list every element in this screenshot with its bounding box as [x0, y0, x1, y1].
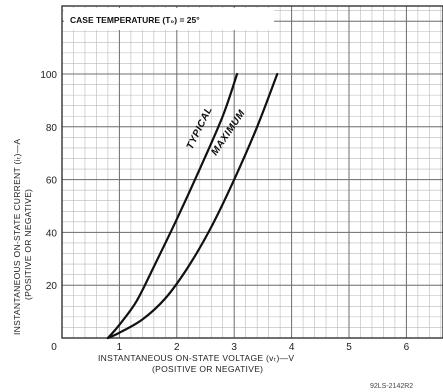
plot-frame [61, 5, 443, 339]
x-tick-label: 0 [51, 342, 57, 353]
y-axis-title: INSTANTANEOUS ON-STATE CURRENT (iₜ)—A [12, 138, 22, 335]
y-tick-label: 40 [46, 228, 58, 239]
series-line-typical [106, 72, 239, 340]
annotation-text: CASE TEMPERATURE (T₀) = 25° [70, 15, 200, 25]
x-tick-label: 5 [346, 342, 352, 353]
figure-reference: 92LS-2142R2 [370, 383, 413, 390]
y-tick-label: 100 [40, 70, 57, 81]
x-tick-label: 4 [289, 342, 295, 353]
y-tick-label: 80 [46, 123, 58, 134]
axes [61, 5, 443, 339]
y-axis-subtitle: (POSITIVE OR NEGATIVE) [23, 189, 33, 300]
x-tick-label: 1 [117, 342, 123, 353]
annotation-box [64, 8, 274, 30]
x-tick-label: 3 [231, 342, 237, 353]
y-tick-label: 20 [46, 281, 58, 292]
tick-labels: 0 1 2 3 4 5 6 20 40 60 80 100 [40, 70, 409, 353]
x-axis-subtitle: (POSITIVE OR NEGATIVE) [152, 364, 263, 374]
x-tick-label: 6 [404, 342, 410, 353]
x-tick-label: 2 [174, 342, 180, 353]
series-layer [106, 72, 279, 340]
series-line-maximum [106, 72, 279, 340]
grid-major [61, 6, 443, 339]
x-axis-title: INSTANTANEOUS ON-STATE VOLTAGE (vₜ)—V [98, 353, 294, 363]
y-tick-label: 60 [46, 176, 58, 187]
